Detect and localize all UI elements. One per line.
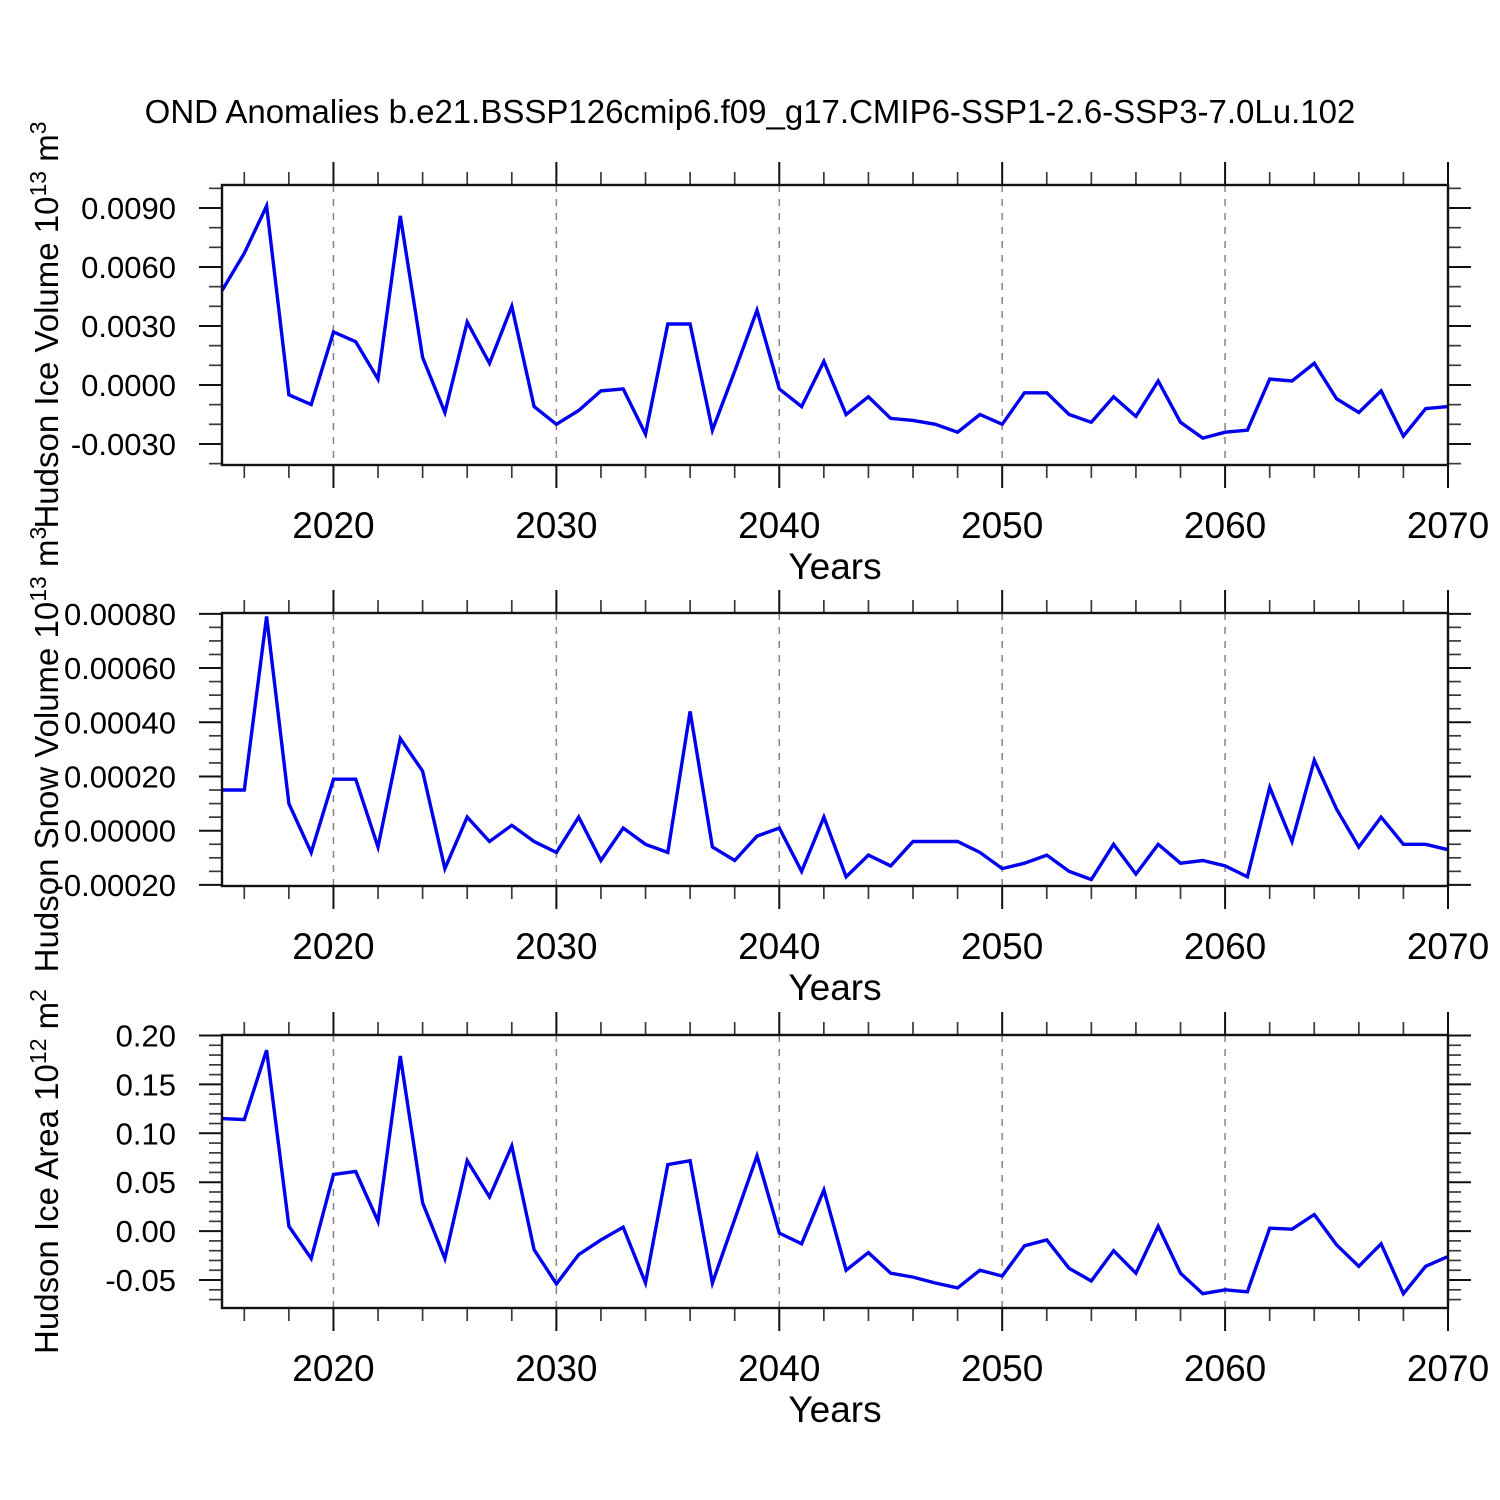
data-line-hudson-ice-area (221, 1049, 1449, 1297)
y-axis-title: Hudson Ice Volume 1013 m3 (25, 121, 65, 528)
x-axis-title: Years (788, 967, 881, 1008)
y-tick-label: 0.00000 (64, 814, 176, 849)
panel-hudson-ice-volume: 0.0090 0.0060 0.0030 0.0000 -0.0030 2020 2030 2… (25, 121, 1489, 587)
y-axis-title: Hudson Snow Volume 1013 m3 (25, 527, 65, 973)
x-tick-label: 2070 (1407, 505, 1489, 546)
plot-frame (220, 611, 1450, 888)
y-tick-label: 0.0030 (81, 309, 176, 344)
x-tick-label: 2050 (961, 926, 1043, 967)
x-tick-label: 2030 (515, 505, 597, 546)
x-tick-label: 2040 (738, 926, 820, 967)
x-tick-label: 2060 (1184, 926, 1266, 967)
panels-group: 0.0090 0.0060 0.0030 0.0000 -0.0030 2020 2030 2… (25, 121, 1489, 1430)
plot-frame (220, 1033, 1450, 1310)
panel-hudson-snow-volume: 0.00080 0.00060 0.00040 0.00020 0.00000 -0.00… (25, 527, 1489, 1008)
y-tick-label: 0.15 (116, 1067, 176, 1102)
x-tick-label: 2030 (515, 1348, 597, 1389)
x-tick-label: 2060 (1184, 505, 1266, 546)
figure-title: OND Anomalies b.e21.BSSP126cmip6.f09_g17… (145, 93, 1356, 130)
y-tick-label: 0.00040 (64, 705, 176, 740)
y-tick-label: 0.10 (116, 1116, 176, 1151)
x-tick-label: 2050 (961, 1348, 1043, 1389)
x-tick-label: 2020 (292, 1348, 374, 1389)
plot-frame (220, 183, 1450, 467)
x-tick-label: 2020 (292, 926, 374, 967)
x-tick-label: 2040 (738, 1348, 820, 1389)
data-line-hudson-ice-volume (220, 199, 1449, 440)
y-tick-label: -0.05 (105, 1263, 176, 1298)
y-tick-label: -0.0030 (71, 427, 176, 462)
data-line-hudson-snow-volume (222, 616, 1449, 882)
x-tick-label: 2030 (515, 926, 597, 967)
y-tick-label: 0.00020 (64, 759, 176, 794)
x-axis-title: Years (788, 1389, 881, 1430)
y-tick-label: 0.00080 (64, 597, 176, 632)
x-axis-title: Years (788, 546, 881, 587)
x-tick-label: 2020 (292, 505, 374, 546)
y-tick-label: -0.00020 (54, 868, 176, 903)
x-tick-label: 2070 (1407, 926, 1489, 967)
panel-hudson-ice-area: 0.20 0.15 0.10 0.05 0.00 -0.05 2020 2030 2040 205… (25, 989, 1489, 1430)
x-tick-label: 2050 (961, 505, 1043, 546)
x-tick-label: 2070 (1407, 1348, 1489, 1389)
x-tick-label: 2060 (1184, 1348, 1266, 1389)
y-tick-label: 0.0090 (81, 191, 176, 226)
y-tick-label: 0.00 (116, 1214, 176, 1249)
y-axis-title: Hudson Ice Area 1012 m2 (25, 989, 65, 1354)
y-tick-label: 0.0000 (81, 368, 176, 403)
y-tick-label: 0.05 (116, 1165, 176, 1200)
y-tick-label: 0.20 (116, 1018, 176, 1053)
x-tick-label: 2040 (738, 505, 820, 546)
y-tick-label: 0.0060 (81, 250, 176, 285)
y-tick-label: 0.00060 (64, 651, 176, 686)
